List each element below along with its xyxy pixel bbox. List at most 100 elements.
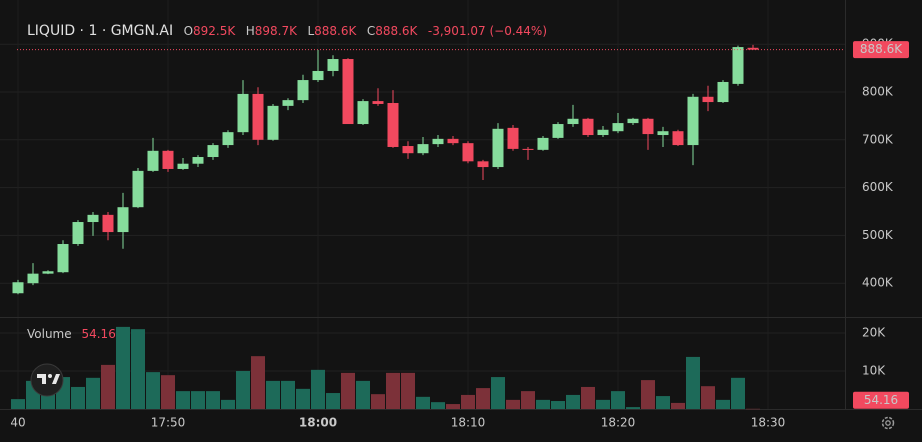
y-tick-label: 600K [862,180,894,194]
volume-bar [611,391,625,409]
legend-key: L [307,24,314,38]
y-tick-label: 20K [862,325,886,339]
volume-bar [731,377,745,409]
candle-body [57,244,69,273]
volume-bar [626,407,640,409]
y-tick-label: 10K [862,363,886,377]
header: LIQUID · 1 · GMGN.AI O892.5K H898.7K L88… [27,23,547,39]
candle-body [717,81,729,103]
volume-bar [161,375,175,409]
volume-bar [266,380,280,409]
volume-bar [386,372,400,409]
marks [11,44,845,410]
candle-body [87,214,99,223]
volume-bar [86,377,100,409]
last-volume-tag: 54.16 [864,393,898,407]
legend-value: 888.6K [375,24,418,38]
candle-body [12,282,24,294]
volume-bar [656,396,670,409]
candle-body [147,150,159,171]
candle-body [597,129,609,136]
volume-bar [491,377,505,409]
candle-body [312,70,324,81]
candle-body [327,59,339,71]
volume-bar [176,391,190,409]
candle-body [672,131,684,146]
volume-bar [146,372,160,409]
candle-body [417,144,429,154]
volume-bar [11,399,25,409]
candle-body [447,138,459,144]
candle-body [402,146,414,154]
candle-body [537,137,549,150]
volume-bar [101,364,115,409]
volume-bar [251,356,265,409]
volume-bar [431,402,445,409]
candle-body [117,207,129,233]
candle-body [222,132,234,146]
volume-bar [71,386,85,409]
volume-bar [746,408,760,410]
y-tick-label: 500K [862,228,894,242]
legend-value: 888.6K [314,24,357,38]
candle-body [342,59,354,125]
volume-bar [446,404,460,409]
candle-body [192,157,204,164]
volume-bar [596,399,610,409]
volume-bar [236,370,250,409]
candle-body [102,214,114,233]
volume-bar [191,391,205,409]
volume-bar [416,396,430,409]
settings-gear[interactable] [881,416,895,430]
volume-bar [206,391,220,409]
legend-key: O [184,24,193,38]
candle-body [552,124,564,138]
y-tick-label: 400K [862,276,894,290]
volume-value: 54.16 [81,327,115,341]
volume-bar [506,399,520,409]
candle-body [177,163,189,169]
x-tick-label: 18:10 [451,416,486,430]
tradingview-logo[interactable] [30,363,64,397]
last-price-tag: 888.6K [860,42,903,56]
candle-body [747,47,759,50]
candle-body [627,118,639,124]
candle-body [642,118,654,135]
candle-body [207,145,219,158]
candle-body [387,103,399,147]
candle-body [282,100,294,106]
candle-body [372,101,384,104]
candle-body [432,138,444,145]
legend-key: H [246,24,255,38]
candle-body [492,128,504,168]
candle-body [357,101,369,125]
candle-body [657,131,669,136]
candle-body [462,143,474,162]
volume-bar [461,394,475,409]
volume-bar [371,394,385,409]
volume-bar [131,329,145,409]
volume-bar [221,399,235,409]
volume-bar [311,369,325,409]
candle-body [732,47,744,84]
x-tick-label: 40 [10,416,25,430]
y-tick-label: 700K [862,132,894,146]
y-tick-label: 800K [862,85,894,99]
volume-name: Volume [27,327,72,341]
volume-bar [521,391,535,409]
legend-value: 898.7K [255,24,298,38]
candle-body [582,118,594,136]
volume-bar [401,372,415,409]
volume-bar [326,393,340,409]
candle-body [297,80,309,101]
volume-bar [551,401,565,409]
volume-bar [671,402,685,409]
volume-label: Volume 54.16 [27,327,116,341]
candle-body [507,127,519,149]
candle-body [42,271,54,274]
change: -3,901.07 (−0.44%) [428,24,547,38]
volume-bar [356,380,370,409]
x-tick-label: 18:20 [601,416,636,430]
